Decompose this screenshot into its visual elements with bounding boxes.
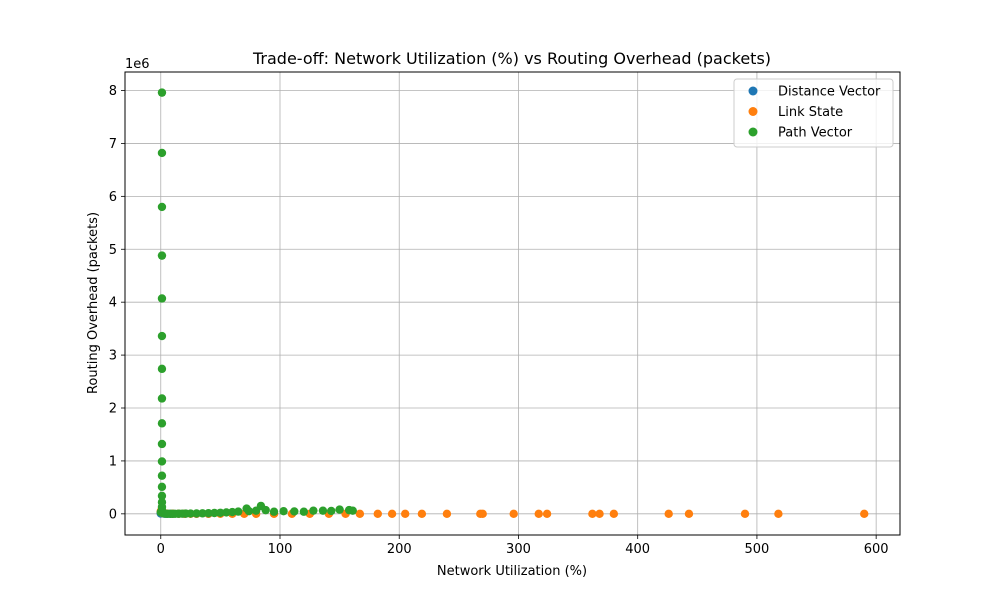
legend-label-link-state: Link State <box>778 105 843 120</box>
path-vector-point <box>335 505 344 514</box>
path-vector-point <box>299 507 309 516</box>
link-state-point <box>609 509 619 519</box>
link-state-point <box>664 509 673 519</box>
path-vector-point <box>204 508 213 518</box>
path-vector-point <box>157 251 167 260</box>
link-state-point <box>740 509 750 519</box>
path-vector-point <box>157 419 167 428</box>
path-vector-point <box>244 506 254 516</box>
x-axis-label: Network Utilization (%) <box>437 564 587 579</box>
path-vector-point <box>157 294 167 303</box>
path-vector-point <box>157 331 167 341</box>
path-vector-point <box>157 202 167 212</box>
link-state-point <box>355 509 365 519</box>
path-vector-point <box>327 506 336 516</box>
chart-title: Trade-off: Network Utilization (%) vs Ro… <box>252 49 771 68</box>
path-vector-point <box>157 88 167 97</box>
link-state-point <box>534 509 543 519</box>
link-state-point <box>478 509 487 519</box>
link-state-point <box>595 509 604 519</box>
legend-label-path-vector: Path Vector <box>778 126 853 141</box>
path-vector-point <box>279 506 288 516</box>
x-tick-label: 500 <box>745 542 770 557</box>
link-state-point <box>442 509 452 519</box>
legend-marker-path-vector <box>748 127 758 137</box>
x-axis-ticks: 0 100 200 300 400 500 600 <box>157 535 889 557</box>
y-axis-ticks: 0 1 2 3 4 5 6 7 8 <box>109 84 125 522</box>
y-tick-label: 3 <box>109 349 117 364</box>
y-tick-label: 6 <box>109 190 117 205</box>
path-vector-point <box>157 364 167 374</box>
y-axis-offset-label: 1e6 <box>125 57 150 72</box>
legend-items: Distance Vector Link State Path Vector <box>748 85 881 141</box>
y-tick-label: 0 <box>109 507 117 522</box>
y-axis-label: Routing Overhead (packets) <box>86 212 101 394</box>
path-vector-point <box>157 148 167 158</box>
x-tick-label: 200 <box>387 542 412 557</box>
path-vector-point <box>261 505 270 515</box>
legend-marker-distance-vector <box>748 86 758 96</box>
path-vector-point <box>192 509 201 518</box>
legend-label-distance-vector: Distance Vector <box>778 85 881 100</box>
legend-marker-link-state <box>748 107 758 116</box>
link-state-point <box>417 509 427 519</box>
y-tick-label: 5 <box>109 243 117 258</box>
path-vector-point <box>210 508 219 518</box>
path-vector-point <box>318 506 328 515</box>
legend: Distance Vector Link State Path Vector <box>733 78 894 148</box>
x-tick-label: 400 <box>625 542 650 557</box>
path-vector-point <box>309 506 318 515</box>
legend-frame <box>733 78 894 148</box>
y-tick-label: 4 <box>109 296 117 311</box>
path-vector-point <box>157 491 167 501</box>
path-vector-point <box>269 507 279 516</box>
path-vector-point <box>157 482 167 492</box>
path-vector-point <box>198 509 207 518</box>
link-state-point <box>400 509 410 519</box>
link-state-point <box>509 509 518 519</box>
y-tick-label: 1 <box>109 454 117 469</box>
data-points <box>156 88 869 519</box>
link-state-point <box>774 509 783 519</box>
x-tick-label: 600 <box>864 542 889 557</box>
path-vector-point <box>348 506 357 515</box>
link-state-point <box>684 509 694 519</box>
path-vector-point <box>186 509 195 518</box>
y-tick-label: 2 <box>109 402 117 417</box>
y-tick-label: 7 <box>109 137 117 152</box>
path-vector-point <box>216 508 225 517</box>
path-vector-point <box>222 508 231 517</box>
path-vector-point <box>234 507 243 516</box>
x-tick-label: 100 <box>268 542 293 557</box>
path-vector-point <box>157 457 167 466</box>
plot-background <box>125 72 900 535</box>
plot-frame <box>124 71 901 536</box>
link-state-point <box>542 509 552 519</box>
x-tick-label: 300 <box>506 542 531 557</box>
link-state-point <box>387 509 397 519</box>
path-vector-point <box>157 471 167 480</box>
link-state-point <box>588 509 597 519</box>
path-vector-point <box>157 394 167 403</box>
link-state-point <box>860 509 869 519</box>
y-tick-label: 8 <box>109 84 117 99</box>
link-state-point <box>373 509 382 519</box>
path-vector-point <box>157 439 167 449</box>
path-vector-point <box>290 507 299 516</box>
x-tick-label: 0 <box>157 542 165 557</box>
